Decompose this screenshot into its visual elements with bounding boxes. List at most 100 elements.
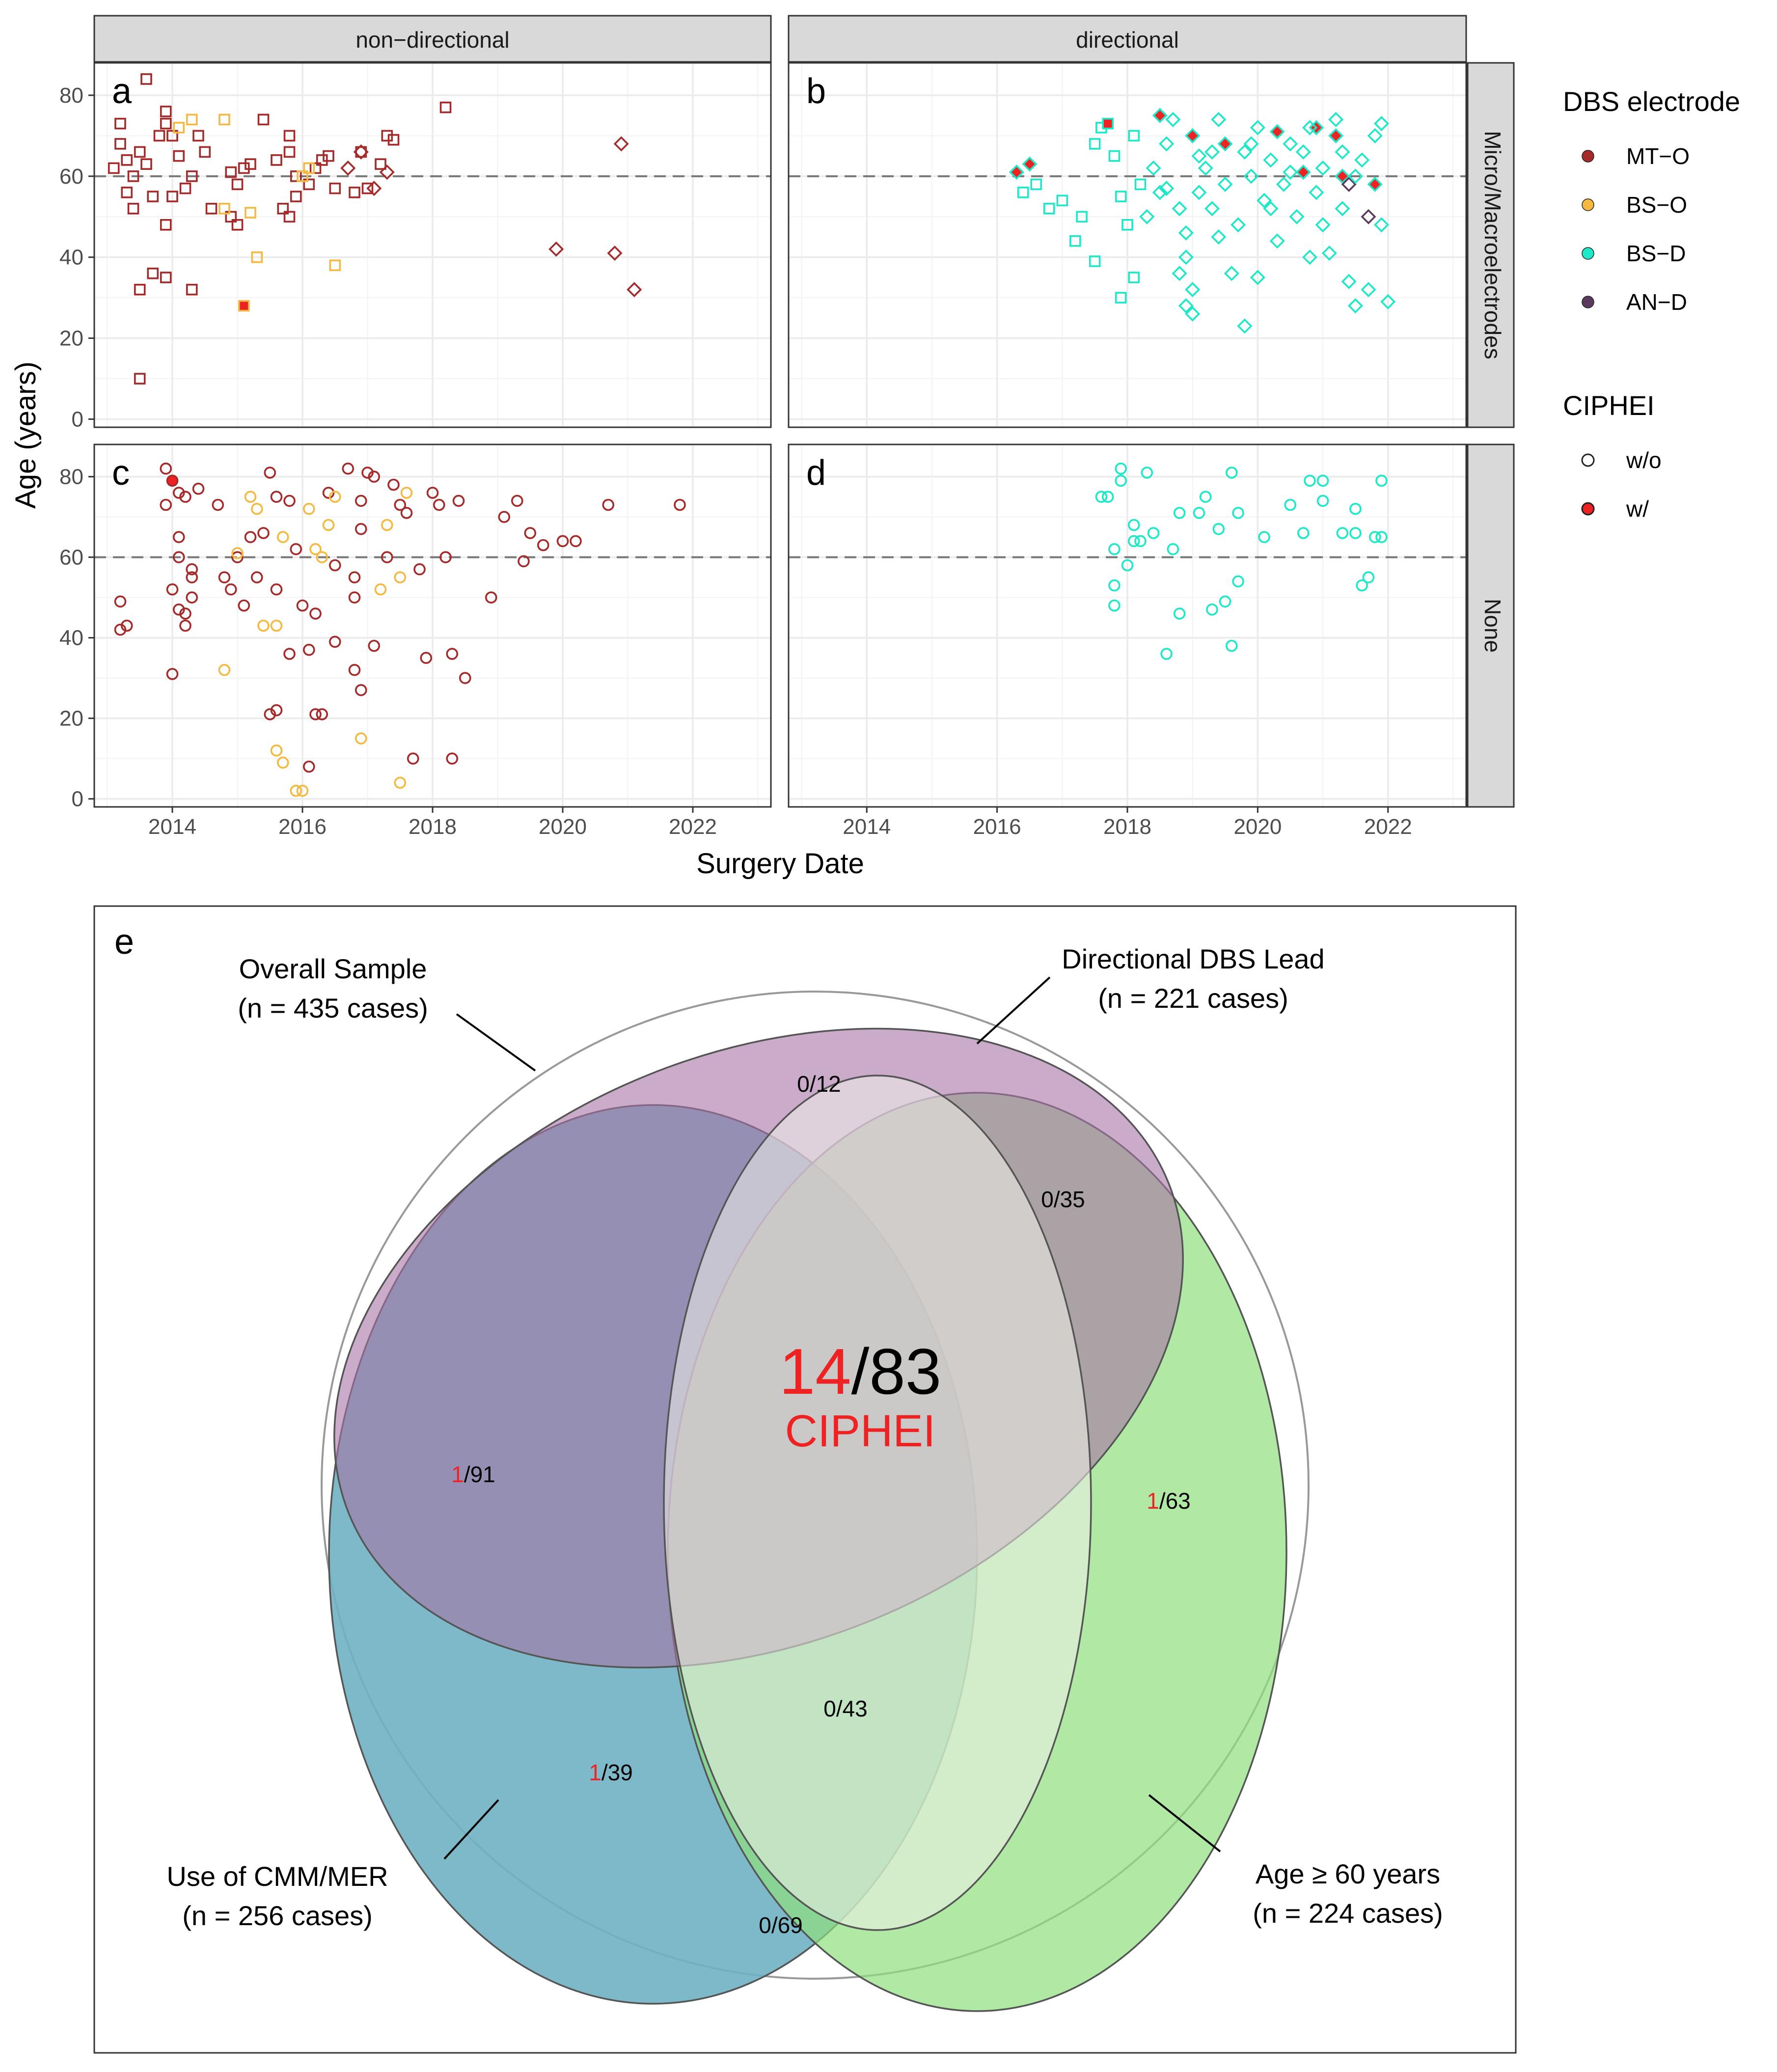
data-point (1224, 266, 1239, 281)
data-point (1328, 111, 1344, 127)
data-point (316, 551, 328, 563)
cmm-mer-label: Use of CMM/MER (166, 1861, 388, 1892)
data-point (1160, 648, 1173, 660)
data-point (179, 608, 191, 620)
data-point (342, 462, 355, 475)
data-point (1178, 225, 1194, 241)
data-point (283, 146, 296, 158)
center-ciphei-label: CIPHEI (785, 1406, 936, 1456)
data-point (1341, 176, 1357, 192)
data-point (192, 130, 204, 142)
data-point (238, 300, 250, 312)
overall-sample-count: (n = 435 cases) (238, 993, 428, 1023)
data-point (439, 551, 452, 563)
legend: DBS electrode MT−O BS−O BS−D AN−D CIPHEI w/o w/ (1563, 86, 1740, 522)
data-point (147, 191, 159, 202)
data-point (1304, 474, 1316, 487)
y-axis-title: Age (years) (10, 361, 42, 509)
data-point (1347, 168, 1363, 184)
data-point (355, 684, 367, 696)
region-hits: 1 (589, 1760, 601, 1785)
data-point (160, 219, 172, 231)
data-point (446, 648, 459, 660)
data-point (160, 462, 172, 475)
data-point (179, 491, 191, 503)
region-hits: 0 (759, 1912, 771, 1938)
data-point (127, 202, 139, 215)
data-point (257, 527, 270, 539)
data-point (446, 752, 459, 765)
legend-electrode-key (1582, 198, 1594, 211)
data-point (570, 535, 582, 548)
data-point (264, 467, 276, 479)
data-point (348, 571, 361, 583)
legend-ciphei-label: w/o (1626, 447, 1662, 473)
panel-b: b (788, 62, 1467, 428)
y-tick-label: 20 (59, 707, 83, 731)
data-point (218, 663, 231, 676)
data-point (1295, 144, 1311, 160)
data-point (1336, 527, 1349, 539)
data-point (1349, 527, 1362, 539)
data-point (1204, 201, 1220, 217)
data-point (1121, 219, 1133, 231)
data-point (366, 181, 382, 196)
data-point (537, 539, 549, 552)
y-tick-label: 20 (59, 327, 83, 351)
region-total: /35 (1054, 1187, 1085, 1212)
data-point (1250, 270, 1265, 285)
data-point (1258, 531, 1270, 543)
row-strip-label: None (1480, 599, 1505, 653)
y-tick-label: 0 (72, 408, 83, 432)
data-point (1375, 474, 1388, 487)
data-point (511, 495, 523, 507)
legend-electrode-key (1582, 296, 1594, 308)
column-strip-label: directional (1076, 27, 1179, 53)
region-total: /63 (1159, 1488, 1191, 1514)
data-point (328, 559, 341, 572)
region-count-dir-age: 0/35 (1041, 1187, 1085, 1212)
data-point (140, 73, 152, 85)
region-total: /91 (464, 1462, 495, 1487)
data-point (1127, 535, 1140, 548)
legend-ciphei-label: w/ (1626, 496, 1649, 522)
data-point (1128, 130, 1140, 142)
data-point (1232, 507, 1244, 519)
data-point (303, 178, 315, 191)
data-point (270, 704, 283, 717)
legend-ciphei-key (1581, 453, 1595, 467)
y-tick-label: 40 (59, 626, 83, 650)
data-point (1056, 194, 1068, 207)
data-point (1141, 467, 1153, 479)
data-point (394, 776, 407, 789)
data-point (556, 535, 569, 548)
data-point (283, 495, 296, 507)
data-point (166, 668, 179, 680)
data-point (270, 491, 283, 503)
data-point (1302, 249, 1318, 265)
legend-electrode-label: AN−D (1626, 289, 1687, 315)
data-point (212, 498, 224, 511)
region-total: /69 (771, 1912, 803, 1938)
data-point (1115, 462, 1127, 475)
data-point (1375, 531, 1388, 543)
data-point (225, 211, 237, 223)
data-point (1173, 507, 1186, 519)
region-count-dir-cmm: 1/91 (451, 1462, 495, 1487)
data-point (271, 154, 282, 166)
legend-electrode-label: BS−O (1626, 192, 1687, 218)
region-count-age-only: 1/63 (1147, 1488, 1191, 1514)
data-point (290, 784, 302, 797)
data-point (322, 519, 335, 531)
data-point (1230, 217, 1246, 233)
data-point (452, 495, 465, 507)
data-point (166, 474, 179, 487)
data-point (361, 182, 374, 194)
panel-label-d: d (806, 453, 826, 493)
data-point (548, 241, 564, 257)
data-point (1321, 245, 1337, 261)
data-point (186, 113, 198, 126)
data-point (1226, 639, 1238, 652)
data-point (302, 760, 315, 773)
data-point (173, 150, 185, 162)
